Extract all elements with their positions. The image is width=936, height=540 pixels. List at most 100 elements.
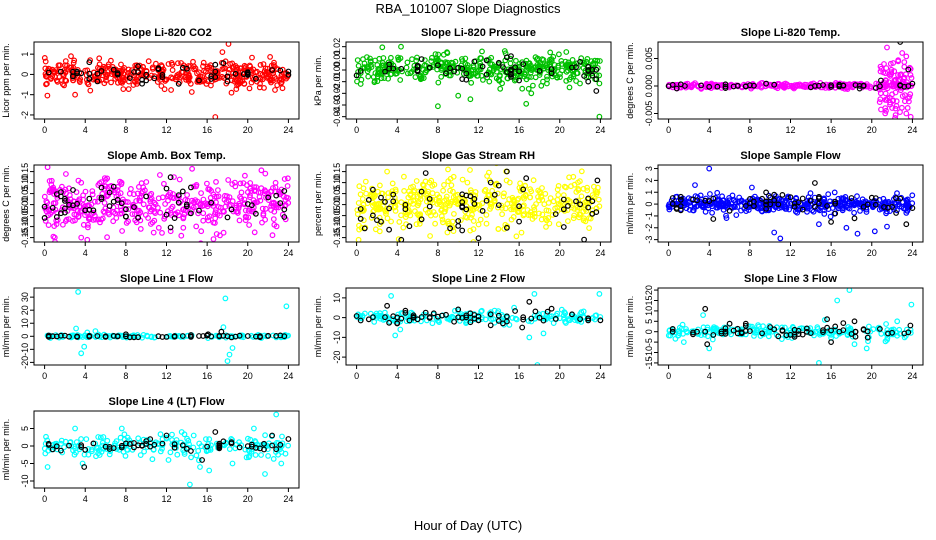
data-point [362,178,369,185]
data-point [531,206,538,213]
data-point [871,228,878,235]
data-point [110,218,117,225]
y-tick-label: -20 [332,351,342,364]
data-point [771,229,778,236]
data-point [418,188,425,195]
data-point [257,80,263,87]
data-point [285,442,292,449]
data-point [281,214,288,220]
y-tick-label: -0.15 [20,227,30,248]
data-point [220,324,227,331]
data-point [360,185,367,192]
data-point [677,196,684,203]
data-point [169,75,176,82]
data-point [812,180,818,186]
data-point [236,77,243,84]
data-point [483,220,490,227]
data-point [447,65,454,72]
x-tick-label: 8 [435,371,440,381]
data-point [277,200,284,207]
data-point [706,165,713,172]
data-point [273,204,280,211]
data-point [455,64,462,71]
data-point [195,69,202,76]
data-point [53,443,60,450]
data-point [504,54,510,61]
data-point [483,197,490,204]
data-point [241,196,248,203]
data-point [385,75,392,82]
data-point [278,72,285,79]
data-point [206,467,213,474]
data-point [749,184,755,191]
data-point [370,212,376,219]
data-point [216,442,223,449]
data-point [877,326,883,332]
data-point [832,323,839,330]
data-point [713,325,720,332]
data-point [374,206,381,213]
data-point [384,168,391,175]
data-point [76,77,83,84]
data-point [850,201,857,208]
data-point [401,187,408,194]
data-point [252,210,259,217]
data-point [200,217,207,224]
data-point [824,324,830,331]
data-point [903,53,910,60]
data-point [278,460,285,467]
data-point [102,71,109,78]
data-point [165,457,172,463]
data-point [460,70,467,77]
data-point [382,198,388,205]
data-point [710,216,717,222]
data-point [726,207,733,214]
plot-frame [345,287,612,366]
data-point [855,200,862,206]
x-tick-label: 4 [83,248,88,258]
data-point [189,165,196,172]
data-point [277,441,284,448]
data-point [402,214,409,221]
y-tick-label: 0 [20,334,30,339]
data-point [816,360,822,365]
chart-title: Slope Li-820 Pressure [421,27,536,39]
data-point [398,212,404,219]
data-point [425,191,431,197]
data-point [413,57,420,64]
data-point [884,208,890,215]
data-point [688,83,695,90]
data-point [236,439,243,446]
data-point [397,326,404,333]
y-axis-label: ml/min per min. [1,296,11,358]
data-point [887,99,893,106]
data-point [106,451,113,458]
data-point [831,189,838,196]
figure-title: RBA_101007 Slope Diagnostics [375,1,561,16]
x-tick-label: 4 [707,248,712,258]
data-point [190,183,197,190]
x-tick-label: 20 [243,371,253,381]
data-point [49,204,56,211]
data-point [463,206,470,213]
data-point [851,209,857,216]
x-tick-label: 8 [123,248,128,258]
data-point [821,210,828,217]
y-tick-label: 10 [644,306,654,316]
data-point [187,184,194,191]
data-point [448,182,455,189]
data-point [516,218,522,225]
x-tick-label: 20 [555,125,565,135]
data-point [226,66,233,73]
y-tick-label: 5 [20,426,30,431]
data-point [435,79,442,86]
data-point [357,81,364,87]
data-point [88,446,95,453]
x-tick-label: 8 [435,125,440,135]
data-point [107,57,114,64]
data-point [563,320,569,326]
data-point [184,192,191,198]
data-point [487,179,494,186]
data-point [269,232,276,239]
data-point [131,204,137,211]
